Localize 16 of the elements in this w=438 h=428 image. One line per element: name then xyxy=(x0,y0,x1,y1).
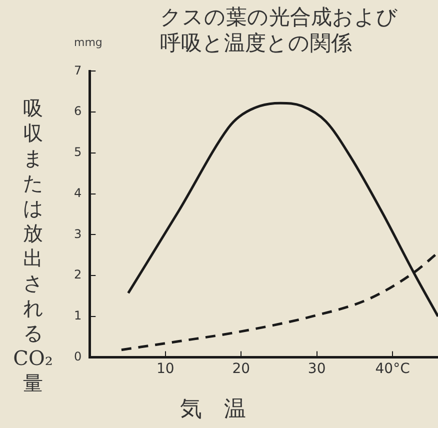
x-tick-label: 30 xyxy=(308,361,326,378)
x-tick-label: 20 xyxy=(232,361,250,378)
y-tick-label: 4 xyxy=(74,186,82,200)
y-tick-label: 2 xyxy=(74,268,82,282)
text: mmg xyxy=(74,36,102,49)
y-tick-label: 1 xyxy=(74,308,82,322)
y-tick-label: 3 xyxy=(74,226,82,241)
text: 吸収または放出されるCO₂量 xyxy=(13,96,53,395)
x-tick-label: 10 xyxy=(156,361,174,378)
x-tick-label: 40°C xyxy=(375,361,410,378)
y-tick-label: 0 xyxy=(74,349,82,364)
y-tick-label: 6 xyxy=(74,104,82,118)
x-axis-title: 気 温 xyxy=(180,396,246,424)
y-tick-label: 7 xyxy=(74,63,82,78)
y-tick-label: 5 xyxy=(74,145,82,160)
chart-title: クスの葉の光合成および呼吸と温度との関係 xyxy=(160,4,399,56)
